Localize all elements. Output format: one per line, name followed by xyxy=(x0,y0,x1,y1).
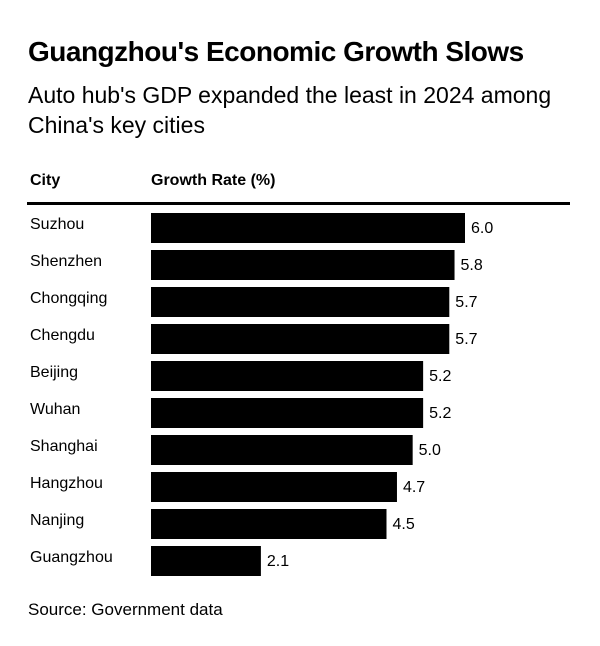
category-label: Guangzhou xyxy=(30,549,113,566)
category-label: Chengdu xyxy=(30,327,95,344)
data-label: 5.7 xyxy=(455,294,477,311)
category-label: Chongqing xyxy=(30,290,107,307)
bar xyxy=(151,472,397,502)
category-label: Hangzhou xyxy=(30,475,103,492)
data-label: 5.0 xyxy=(419,442,441,459)
data-label: 2.1 xyxy=(267,553,289,570)
chart-subtitle: Auto hub's GDP expanded the least in 202… xyxy=(28,82,552,138)
column-header-city: City xyxy=(30,172,61,189)
data-label: 4.7 xyxy=(403,479,425,496)
chart-title: Guangzhou's Economic Growth Slows xyxy=(28,36,524,67)
data-label: 5.2 xyxy=(429,368,451,385)
data-label: 5.7 xyxy=(455,331,477,348)
column-header-growth-rate: Growth Rate (%) xyxy=(151,172,276,189)
category-label: Beijing xyxy=(30,364,78,381)
data-label: 6.0 xyxy=(471,220,493,237)
category-label: Shenzhen xyxy=(30,253,102,270)
bar xyxy=(151,324,450,354)
bar xyxy=(151,509,387,539)
data-label: 5.2 xyxy=(429,405,451,422)
bar xyxy=(151,435,413,465)
source-note: Source: Government data xyxy=(28,600,223,619)
category-label: Wuhan xyxy=(30,401,80,418)
bar xyxy=(151,398,424,428)
bar xyxy=(151,213,465,243)
category-label: Nanjing xyxy=(30,512,84,529)
bar xyxy=(151,287,450,317)
bar xyxy=(151,361,424,391)
data-label: 5.8 xyxy=(461,257,483,274)
bar xyxy=(151,546,261,576)
bar xyxy=(151,250,455,280)
category-label: Suzhou xyxy=(30,216,84,233)
header-divider xyxy=(27,202,570,205)
data-label: 4.5 xyxy=(393,516,415,533)
category-label: Shanghai xyxy=(30,438,98,455)
